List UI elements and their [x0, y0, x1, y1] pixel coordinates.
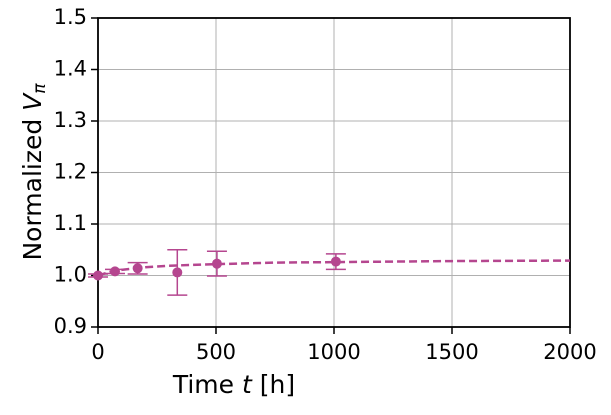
data-point [172, 267, 183, 278]
x-tick-label: 0 [91, 340, 104, 364]
x-tick-label: 1500 [425, 340, 478, 364]
y-tick-label: 1.4 [54, 57, 87, 81]
x-tick-label: 1000 [307, 340, 360, 364]
fit-line [97, 259, 571, 277]
y-label-sub: π [30, 83, 50, 94]
plot-frame [97, 17, 571, 328]
y-tick-label: 0.9 [54, 314, 87, 338]
x-tick-label: 500 [196, 340, 236, 364]
x-label-text: Time [172, 370, 242, 399]
y-tick-label: 1.1 [54, 211, 87, 235]
y-tick-label: 1.0 [54, 263, 87, 287]
x-label-unit: [h] [252, 370, 295, 399]
y-axis-label: Normalized Vπ [18, 83, 50, 261]
data-point [330, 256, 341, 267]
data-point [211, 258, 222, 269]
y-tick-label: 1.3 [54, 108, 87, 132]
y-tick-label: 1.2 [54, 160, 87, 184]
y-label-var: V [18, 92, 47, 111]
x-tick-label: 2000 [543, 340, 596, 364]
x-axis-label: Time t [h] [172, 370, 295, 399]
x-label-var: t [242, 370, 253, 399]
y-tick-label: 1.5 [54, 5, 87, 29]
y-label-text: Normalized [18, 111, 47, 261]
